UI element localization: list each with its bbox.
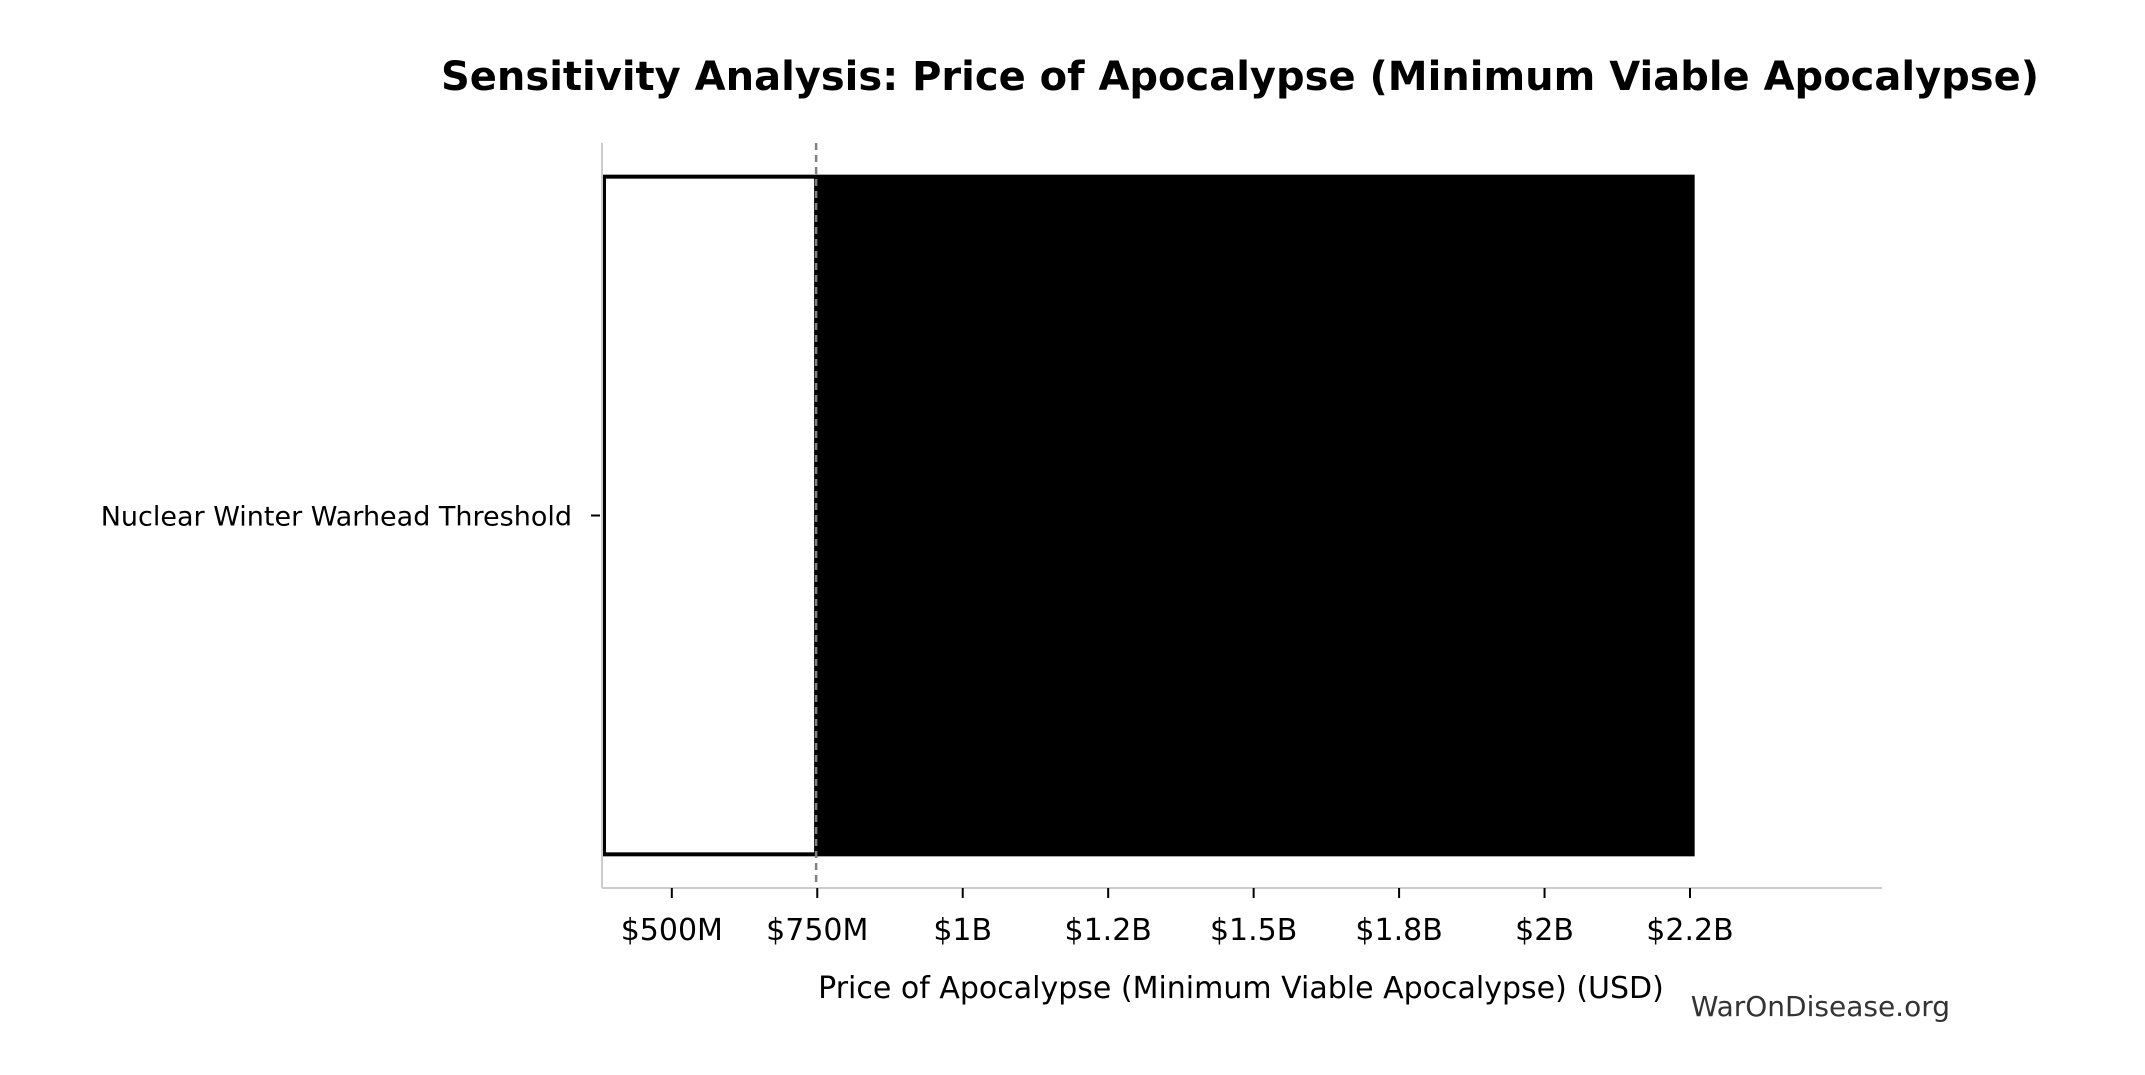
x-tick-label: $1B [933, 913, 992, 948]
x-axis-label: Price of Apocalypse (Minimum Viable Apoc… [818, 971, 1664, 1006]
x-tick-label: $2B [1515, 913, 1574, 948]
x-tick-label: $2.2B [1646, 913, 1733, 948]
x-ticks: $500M $750M $1B $1.2B $1.5B $1.8B $2B $2.2B [621, 888, 1734, 948]
y-ticks: Nuclear Winter Warhead Threshold [101, 502, 600, 533]
x-tick-label: $1.5B [1210, 913, 1297, 948]
x-tick-label: $500M [621, 913, 723, 948]
bar-high-segment [816, 174, 1695, 857]
x-tick-label: $1.2B [1064, 913, 1151, 948]
x-tick-label: $750M [766, 913, 868, 948]
chart-title: Sensitivity Analysis: Price of Apocalyps… [441, 54, 2039, 100]
bar-low-segment [602, 174, 819, 857]
x-tick-label: $1.8B [1355, 913, 1442, 948]
y-tick-label: Nuclear Winter Warhead Threshold [101, 502, 572, 533]
plot-area [602, 143, 1695, 888]
watermark-text: WarOnDisease.org [1691, 990, 1950, 1023]
